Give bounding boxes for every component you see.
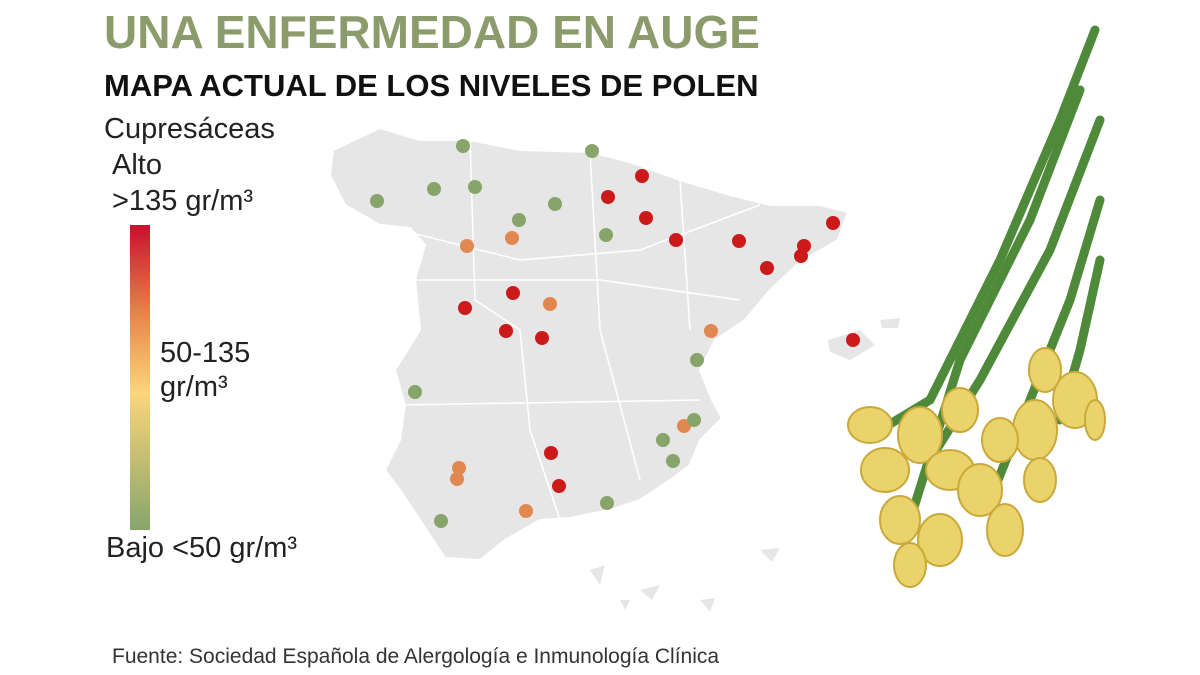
source: Fuente: Sociedad Española de Alergología… xyxy=(112,645,719,668)
station-dot xyxy=(519,504,533,518)
station-dot xyxy=(599,228,613,242)
station-dot xyxy=(370,194,384,208)
station-dot xyxy=(505,231,519,245)
station-dot xyxy=(552,479,566,493)
station-dot xyxy=(656,433,670,447)
legend-gradient xyxy=(130,225,150,530)
station-dot xyxy=(427,182,441,196)
map xyxy=(328,126,900,612)
station-dot xyxy=(794,249,808,263)
station-dot xyxy=(512,213,526,227)
shape xyxy=(1012,399,1058,461)
station-dot xyxy=(543,297,557,311)
shape xyxy=(1023,457,1057,503)
station-dot xyxy=(535,331,549,345)
station-dot xyxy=(732,234,746,248)
shape xyxy=(379,139,761,521)
shape xyxy=(847,406,893,444)
pollen-stations xyxy=(370,139,860,528)
subtitle: MAPA ACTUAL DE LOS NIVELES DE POLEN xyxy=(104,68,759,103)
station-dot xyxy=(666,454,680,468)
shape xyxy=(1084,399,1106,441)
station-dot xyxy=(704,324,718,338)
station-dot xyxy=(452,461,466,475)
shape xyxy=(917,513,963,567)
station-dot xyxy=(544,446,558,460)
station-dot xyxy=(639,211,653,225)
shape xyxy=(880,318,900,328)
station-dot xyxy=(434,514,448,528)
shape xyxy=(893,542,927,588)
shape xyxy=(986,503,1024,557)
shape xyxy=(957,463,1003,517)
shape xyxy=(941,387,979,433)
station-dot xyxy=(460,239,474,253)
station-dot xyxy=(601,190,615,204)
legend-mid-range: 50-135 gr/m³ xyxy=(160,337,250,403)
legend-low: Bajo <50 gr/m³ xyxy=(106,532,297,564)
station-dot xyxy=(760,261,774,275)
station-dot xyxy=(846,333,860,347)
station-dot xyxy=(499,324,513,338)
station-dot xyxy=(408,385,422,399)
station-dot xyxy=(450,472,464,486)
shape xyxy=(897,406,943,464)
station-dot xyxy=(669,233,683,247)
station-dot xyxy=(826,216,840,230)
legend-high-range: >135 gr/m³ xyxy=(112,185,253,217)
shape xyxy=(860,447,910,493)
station-dot xyxy=(468,180,482,194)
station-dot xyxy=(635,169,649,183)
legend-high: Alto xyxy=(112,149,162,181)
shape xyxy=(1028,347,1062,393)
station-dot xyxy=(600,496,614,510)
flower-illustration xyxy=(847,25,1106,588)
legend-title: Cupresáceas xyxy=(104,113,275,145)
shape xyxy=(590,548,780,612)
shape xyxy=(879,495,921,545)
title: UNA ENFERMEDAD EN AUGE xyxy=(104,6,760,58)
station-dot xyxy=(506,286,520,300)
station-dot xyxy=(548,197,562,211)
station-dot xyxy=(687,413,701,427)
station-dot xyxy=(690,353,704,367)
station-dot xyxy=(458,301,472,315)
shape xyxy=(981,417,1019,463)
station-dot xyxy=(456,139,470,153)
shape xyxy=(328,126,850,562)
station-dot xyxy=(585,144,599,158)
